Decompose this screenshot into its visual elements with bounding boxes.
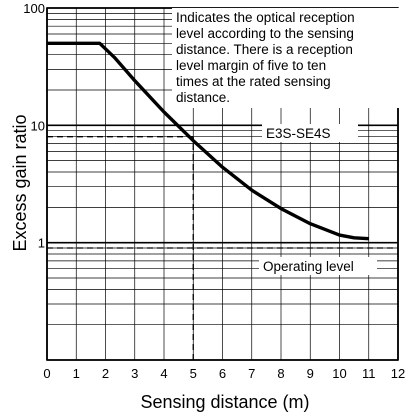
- x-tick-label: 11: [362, 366, 376, 381]
- reference-lines: [47, 136, 398, 360]
- note-line-3: distance. There is a reception: [176, 42, 353, 57]
- curve-label-background: [262, 124, 358, 142]
- operating-level-label: Operating level: [263, 259, 354, 274]
- note-line-5: times at the rated sensing: [176, 74, 331, 89]
- x-tick-label: 7: [248, 366, 255, 381]
- x-tick-label: 2: [102, 366, 109, 381]
- y-tick-label: 10: [31, 118, 45, 133]
- x-tick-label: 6: [219, 366, 226, 381]
- x-tick-label: 5: [190, 366, 197, 381]
- curve-label: E3S-SE4S: [266, 126, 331, 141]
- y-tick-label: 100: [23, 1, 45, 16]
- note-line-6: distance.: [176, 90, 230, 105]
- y-tick-label: 1: [38, 236, 45, 251]
- x-tick-label: 8: [277, 366, 284, 381]
- y-axis-title: Excess gain ratio: [10, 114, 30, 251]
- note-background: [172, 8, 400, 108]
- x-tick-label: 9: [307, 366, 314, 381]
- x-axis-title: Sensing distance (m): [140, 392, 309, 412]
- x-tick-labels: 0 1 2 3 4 5 6 7 8 9 10 11 12: [43, 366, 405, 381]
- x-tick-label: 1: [73, 366, 80, 381]
- x-tick-label: 10: [332, 366, 346, 381]
- note-line-4: level margin of five to ten: [176, 58, 326, 73]
- x-tick-label: 0: [43, 366, 50, 381]
- note-line-1: Indicates the optical reception: [176, 10, 355, 25]
- x-tick-label: 3: [131, 366, 138, 381]
- operating-label-background: [259, 257, 377, 275]
- series-line-e3s-se4s: [47, 41, 369, 241]
- series-layer: [47, 41, 369, 241]
- note-line-2: level according to the sensing: [176, 26, 354, 41]
- y-tick-labels: 100 10 1: [23, 1, 45, 251]
- x-tick-label: 12: [391, 366, 405, 381]
- x-tick-label: 4: [160, 366, 167, 381]
